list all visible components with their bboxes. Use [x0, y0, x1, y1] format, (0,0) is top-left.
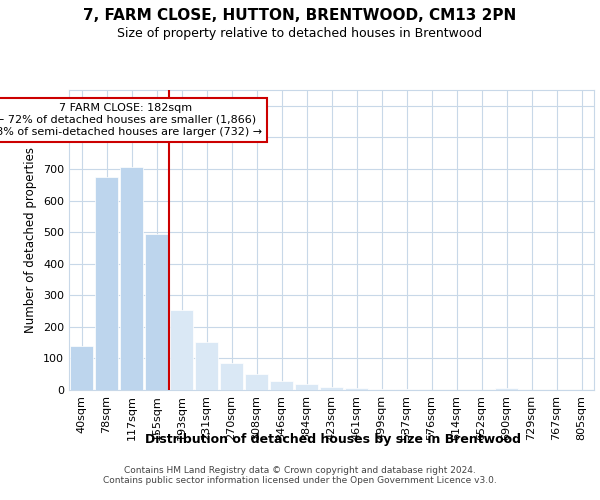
- Y-axis label: Number of detached properties: Number of detached properties: [25, 147, 37, 333]
- Bar: [170, 310, 193, 390]
- Bar: [269, 381, 293, 390]
- Bar: [95, 177, 118, 390]
- Text: Distribution of detached houses by size in Brentwood: Distribution of detached houses by size …: [145, 432, 521, 446]
- Text: 7 FARM CLOSE: 182sqm
← 72% of detached houses are smaller (1,866)
28% of semi-de: 7 FARM CLOSE: 182sqm ← 72% of detached h…: [0, 104, 262, 136]
- Bar: [194, 342, 218, 390]
- Bar: [220, 363, 244, 390]
- Bar: [295, 384, 319, 390]
- Bar: [320, 387, 343, 390]
- Bar: [344, 388, 368, 390]
- Bar: [494, 388, 518, 390]
- Text: Size of property relative to detached houses in Brentwood: Size of property relative to detached ho…: [118, 28, 482, 40]
- Bar: [145, 234, 169, 390]
- Bar: [245, 374, 268, 390]
- Bar: [70, 346, 94, 390]
- Text: 7, FARM CLOSE, HUTTON, BRENTWOOD, CM13 2PN: 7, FARM CLOSE, HUTTON, BRENTWOOD, CM13 2…: [83, 8, 517, 22]
- Bar: [119, 168, 143, 390]
- Text: Contains HM Land Registry data © Crown copyright and database right 2024.
Contai: Contains HM Land Registry data © Crown c…: [103, 466, 497, 485]
- Bar: [370, 389, 394, 390]
